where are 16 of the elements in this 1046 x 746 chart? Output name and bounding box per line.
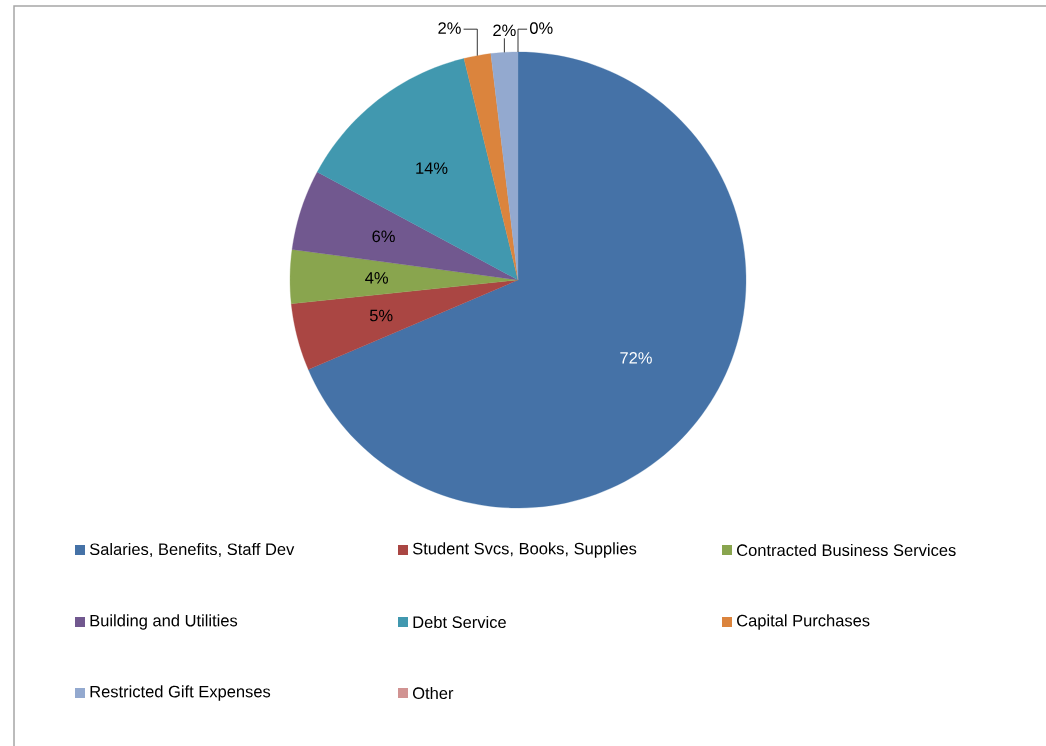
legend-label: Capital Purchases: [737, 614, 870, 630]
legend-label: Other: [412, 686, 454, 700]
data-label: 72%: [620, 352, 652, 364]
legend-label: Contracted Business Services: [737, 543, 956, 557]
data-label: 2%: [438, 22, 461, 34]
legend-label: Salaries, Benefits, Staff Dev: [89, 542, 295, 558]
legend-label: Student Svcs, Books, Supplies: [412, 542, 637, 558]
legend-label: Building and Utilities: [90, 614, 238, 630]
data-label: 6%: [372, 230, 395, 243]
legend-label: Debt Service: [413, 615, 506, 629]
data-label: 14%: [416, 162, 448, 174]
text: 0%: [529, 22, 553, 34]
legend-label: Restricted Gift Expenses: [90, 685, 271, 701]
data-label: 5%: [369, 309, 393, 322]
data-label: 2%: [493, 24, 516, 37]
data-label: 4%: [365, 272, 388, 284]
